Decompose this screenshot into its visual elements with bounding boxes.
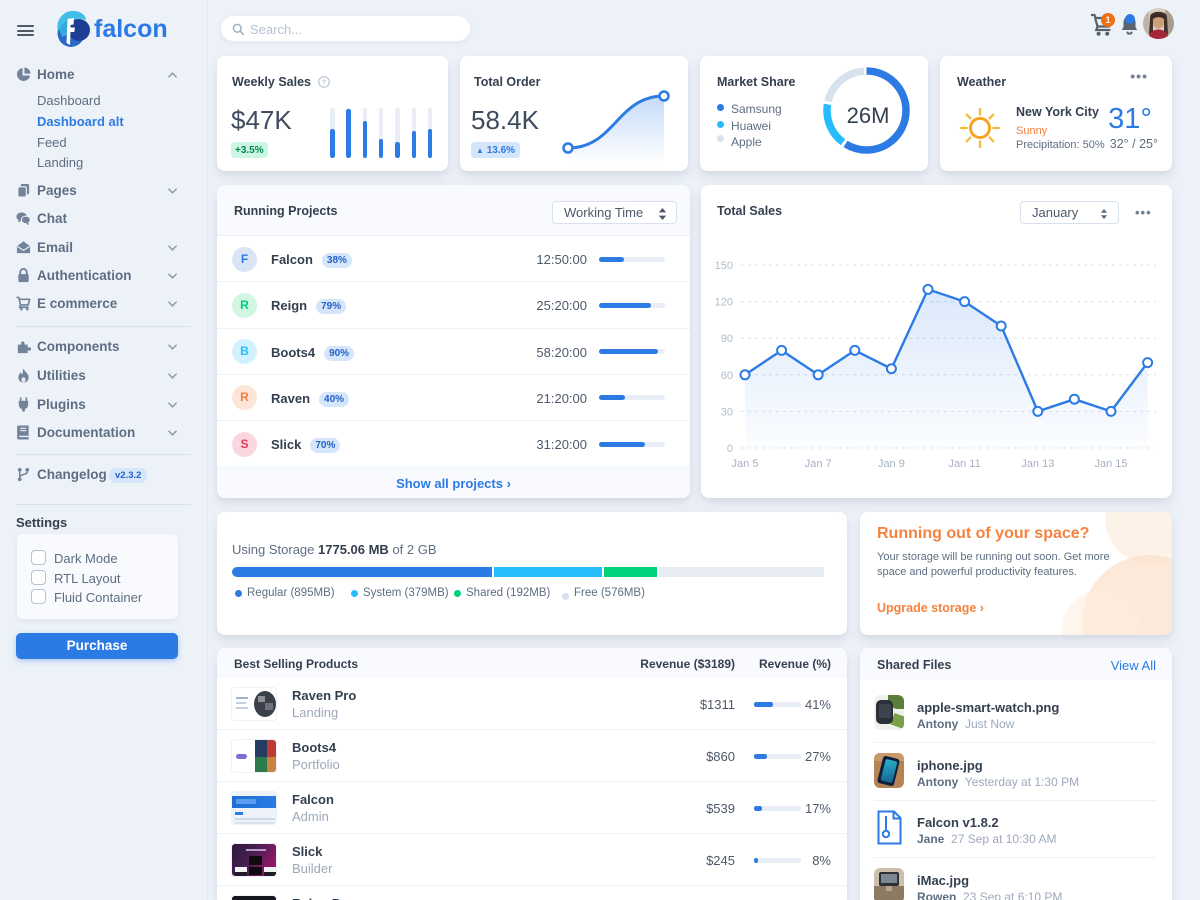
svg-text:26M: 26M: [847, 103, 890, 128]
svg-text:Jan 15: Jan 15: [1094, 458, 1127, 470]
svg-text:Jan 13: Jan 13: [1021, 458, 1054, 470]
svg-text:90: 90: [721, 333, 733, 345]
svg-text:60: 60: [721, 370, 733, 382]
svg-text:150: 150: [715, 260, 733, 272]
svg-text:30: 30: [721, 406, 733, 418]
svg-text:Jan 7: Jan 7: [805, 458, 832, 470]
svg-text:120: 120: [715, 297, 733, 309]
svg-text:Jan 9: Jan 9: [878, 458, 905, 470]
svg-text:Jan 11: Jan 11: [948, 458, 980, 470]
svg-text:?: ?: [322, 78, 327, 87]
svg-text:0: 0: [727, 443, 733, 455]
svg-text:Jan 5: Jan 5: [732, 458, 759, 470]
